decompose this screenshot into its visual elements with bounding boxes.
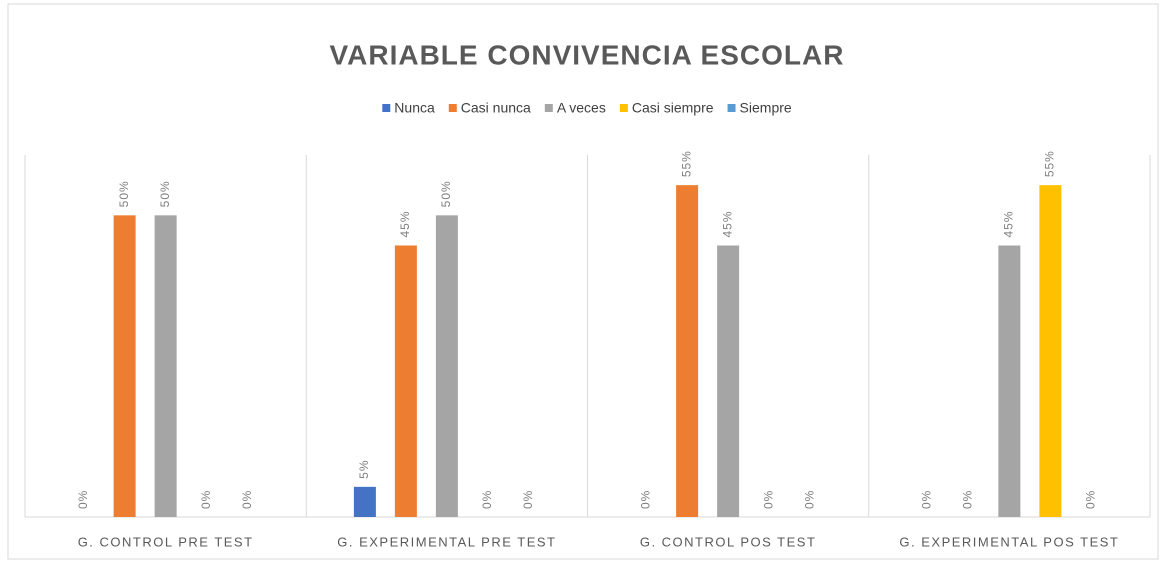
data-label: 0%: [961, 490, 975, 509]
legend-swatch: [544, 104, 553, 112]
data-label: 55%: [679, 150, 693, 177]
bar: [717, 245, 740, 517]
x-tick-label: G. EXPERIMENTAL POS TEST: [899, 534, 1119, 549]
data-label: 0%: [521, 490, 535, 509]
x-tick-label: G. CONTROL POS TEST: [640, 534, 817, 549]
bar: [435, 215, 458, 518]
data-label: 45%: [1002, 210, 1016, 237]
bar: [1039, 185, 1062, 517]
legend-label: A veces: [557, 100, 606, 116]
bar: [113, 215, 136, 518]
legend-swatch: [619, 104, 628, 112]
data-label: 5%: [357, 459, 371, 478]
legend-swatch: [727, 104, 736, 112]
legend-label: Nunca: [394, 100, 435, 116]
data-label: 45%: [720, 210, 734, 237]
bar: [394, 245, 417, 517]
data-label: 55%: [1043, 150, 1057, 177]
chart-title: VARIABLE CONVIVENCIA ESCOLAR: [330, 39, 845, 70]
x-tick-label: G. CONTROL PRE TEST: [78, 534, 254, 549]
data-label: 50%: [158, 180, 172, 207]
bar: [998, 245, 1021, 517]
data-label: 50%: [439, 180, 453, 207]
data-label: 50%: [117, 180, 131, 207]
legend-label: Casi siempre: [632, 100, 714, 116]
chart-border: [7, 3, 1159, 560]
data-label: 0%: [802, 490, 816, 509]
bar: [154, 215, 177, 518]
x-tick-label: G. EXPERIMENTAL PRE TEST: [337, 534, 556, 549]
data-label: 0%: [480, 490, 494, 509]
data-label: 0%: [76, 490, 90, 509]
data-label: 0%: [761, 490, 775, 509]
legend-swatch: [448, 104, 457, 112]
legend-label: Casi nunca: [461, 100, 531, 116]
data-label: 0%: [199, 490, 213, 509]
bar: [676, 185, 699, 517]
data-label: 0%: [638, 490, 652, 509]
bar: [353, 486, 376, 517]
legend-label: Siempre: [740, 100, 792, 116]
data-label: 0%: [920, 490, 934, 509]
data-label: 45%: [398, 210, 412, 237]
data-label: 0%: [240, 490, 254, 509]
legend-swatch: [382, 104, 391, 112]
data-label: 0%: [1084, 490, 1098, 509]
